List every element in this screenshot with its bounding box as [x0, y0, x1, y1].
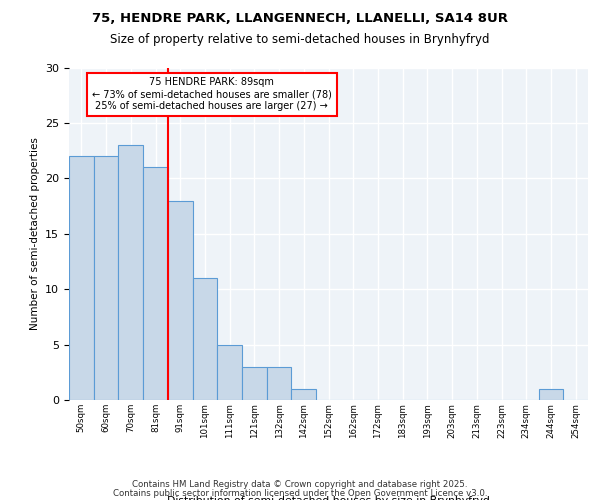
Bar	[242, 367, 267, 400]
Bar	[118, 145, 143, 400]
Bar	[217, 344, 242, 400]
Text: Contains HM Land Registry data © Crown copyright and database right 2025.: Contains HM Land Registry data © Crown c…	[132, 480, 468, 489]
Text: 75, HENDRE PARK, LLANGENNECH, LLANELLI, SA14 8UR: 75, HENDRE PARK, LLANGENNECH, LLANELLI, …	[92, 12, 508, 26]
Text: Contains public sector information licensed under the Open Government Licence v3: Contains public sector information licen…	[113, 488, 487, 498]
Bar	[94, 156, 118, 400]
Bar	[292, 389, 316, 400]
Text: Size of property relative to semi-detached houses in Brynhyfryd: Size of property relative to semi-detach…	[110, 32, 490, 46]
Bar	[168, 200, 193, 400]
Bar	[143, 167, 168, 400]
X-axis label: Distribution of semi-detached houses by size in Brynhyfryd: Distribution of semi-detached houses by …	[167, 496, 490, 500]
Bar	[69, 156, 94, 400]
Bar	[539, 389, 563, 400]
Text: 75 HENDRE PARK: 89sqm
← 73% of semi-detached houses are smaller (78)
25% of semi: 75 HENDRE PARK: 89sqm ← 73% of semi-deta…	[92, 78, 332, 110]
Bar	[267, 367, 292, 400]
Bar	[193, 278, 217, 400]
Y-axis label: Number of semi-detached properties: Number of semi-detached properties	[29, 138, 40, 330]
